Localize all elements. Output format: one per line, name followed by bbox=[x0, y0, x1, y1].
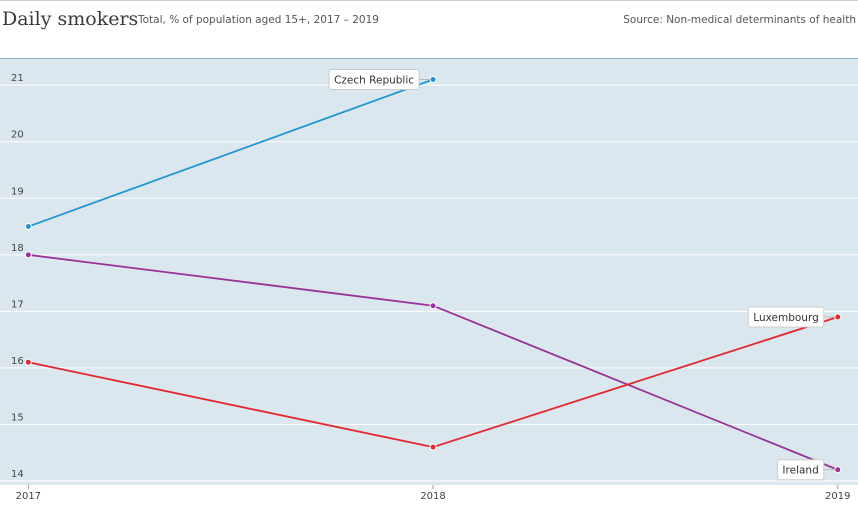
series-label: Czech Republic bbox=[328, 68, 431, 90]
y-tick-label: 20 bbox=[11, 130, 24, 141]
y-tick-label: 17 bbox=[11, 299, 24, 310]
x-tick-label: 2019 bbox=[825, 491, 850, 502]
series-label: Ireland bbox=[776, 459, 835, 481]
data-point bbox=[834, 313, 842, 321]
y-tick-label: 16 bbox=[11, 356, 24, 367]
data-point bbox=[24, 223, 32, 231]
data-point bbox=[429, 443, 437, 451]
y-tick-label: 21 bbox=[11, 73, 24, 84]
data-point bbox=[834, 466, 842, 474]
grid: 14 15 16 17 18 19 20 21 2017 2018 2019 bbox=[0, 73, 858, 502]
plot-area bbox=[0, 58, 858, 485]
data-point bbox=[429, 302, 437, 310]
series-name: Czech Republic bbox=[334, 74, 414, 86]
y-tick-label: 19 bbox=[11, 186, 24, 197]
series-name: Luxembourg bbox=[753, 312, 818, 324]
x-tick-label: 2018 bbox=[420, 491, 445, 502]
data-point bbox=[429, 75, 437, 83]
y-tick-label: 15 bbox=[11, 412, 24, 423]
chart-subtitle: Total, % of population aged 15+, 2017 – … bbox=[137, 14, 379, 26]
series-name: Ireland bbox=[782, 465, 818, 477]
chart-source: Source: Non-medical determinants of heal… bbox=[623, 14, 856, 26]
y-tick-label: 18 bbox=[11, 243, 24, 254]
label-layer: Czech Republic Ireland Luxembourg bbox=[328, 68, 835, 481]
data-point bbox=[24, 251, 32, 259]
x-tick-label: 2017 bbox=[16, 491, 41, 502]
data-point bbox=[24, 358, 32, 366]
series-label: Luxembourg bbox=[747, 306, 835, 328]
series-line bbox=[28, 78, 434, 228]
y-tick-label: 14 bbox=[11, 469, 24, 480]
chart-title: Daily smokers bbox=[2, 8, 138, 30]
series-layer bbox=[24, 75, 842, 474]
